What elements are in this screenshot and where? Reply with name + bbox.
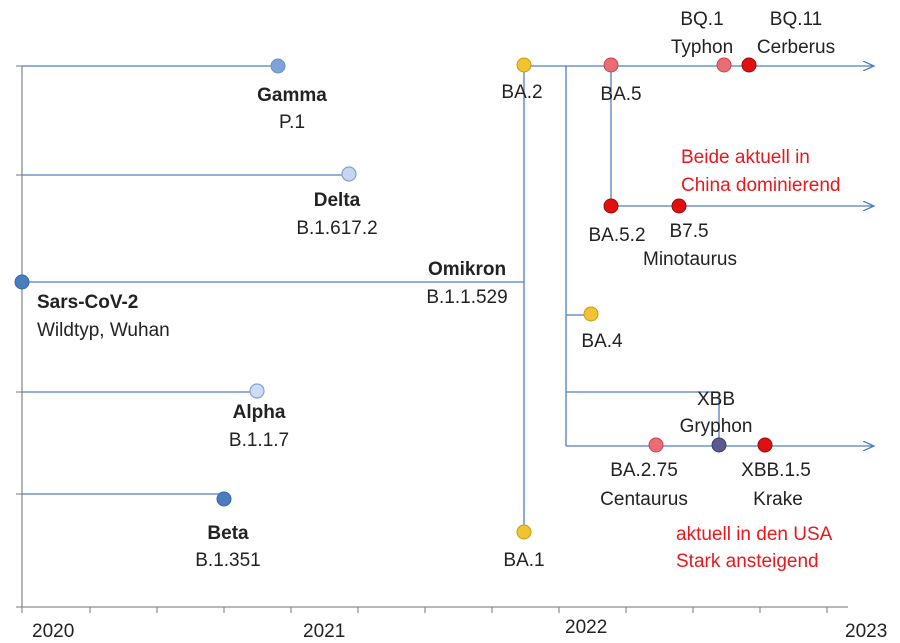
xbb15-name: XBB.1.5 xyxy=(741,460,811,481)
beta-dot xyxy=(216,491,232,507)
china-note-line-2: China dominierend xyxy=(681,175,841,196)
xbb15-dot xyxy=(757,437,773,453)
omicron-name: Omikron xyxy=(428,259,506,280)
xbb-name: XBB xyxy=(697,389,735,410)
omicron-lineage: B.1.1.529 xyxy=(426,287,507,308)
alpha-lineage: B.1.1.7 xyxy=(229,430,289,451)
delta-dot xyxy=(341,166,357,182)
ba4-dot xyxy=(583,306,599,322)
bq1-nickname: Typhon xyxy=(671,37,733,58)
bq11-nickname: Cerberus xyxy=(757,37,835,58)
ba5-dot xyxy=(603,57,619,73)
bq11-name: BQ.11 xyxy=(770,9,822,30)
ba1-name: BA.1 xyxy=(503,550,544,571)
ba52-name: BA.5.2 xyxy=(588,225,645,246)
bq1-name: BQ.1 xyxy=(680,9,723,30)
b75-nickname: Minotaurus xyxy=(643,249,737,270)
b75-name: B7.5 xyxy=(669,221,708,242)
gamma-lineage: P.1 xyxy=(279,112,305,133)
ba4-name: BA.4 xyxy=(581,331,623,352)
sars-cov-2-dot xyxy=(14,274,30,290)
alpha-name: Alpha xyxy=(233,402,286,423)
ba2-name: BA.2 xyxy=(501,82,542,103)
year-label-2023: 2023 xyxy=(845,621,887,642)
xbb-nickname: Gryphon xyxy=(680,416,753,437)
bq11-dot xyxy=(741,57,757,73)
beta-name: Beta xyxy=(207,523,249,544)
beta-lineage: B.1.351 xyxy=(195,550,261,571)
ba52-dot xyxy=(603,198,619,214)
ba5-name: BA.5 xyxy=(600,84,641,105)
usa-note-line-1: aktuell in den USA xyxy=(676,524,833,545)
year-label-2022: 2022 xyxy=(565,617,607,638)
gamma-dot xyxy=(270,58,286,74)
delta-name: Delta xyxy=(314,190,361,211)
ba275-nickname: Centaurus xyxy=(600,489,688,510)
ba275-dot xyxy=(648,437,664,453)
x-axis-ticks xyxy=(21,607,828,613)
delta-lineage: B.1.617.2 xyxy=(296,218,377,239)
year-label-2021: 2021 xyxy=(303,621,345,642)
ba2-dot xyxy=(516,57,532,73)
gamma-name: Gamma xyxy=(257,85,327,106)
sars-cov-2-name: Sars-CoV-2 xyxy=(37,292,138,313)
connector-lines xyxy=(22,66,874,532)
year-label-2020: 2020 xyxy=(32,621,74,642)
ba1-dot xyxy=(516,524,532,540)
xbb15-nickname: Krake xyxy=(753,489,803,510)
xbb-dot xyxy=(711,437,727,453)
y-axis-ticks xyxy=(16,65,22,608)
alpha-dot xyxy=(249,383,265,399)
bq1-dot xyxy=(716,57,732,73)
china-note-line-1: Beide aktuell in xyxy=(681,147,810,168)
ba275-name: BA.2.75 xyxy=(610,460,678,481)
sars-cov-2-description: Wildtyp, Wuhan xyxy=(37,320,170,341)
usa-note-line-2: Stark ansteigend xyxy=(676,551,819,572)
b75-dot xyxy=(671,198,687,214)
